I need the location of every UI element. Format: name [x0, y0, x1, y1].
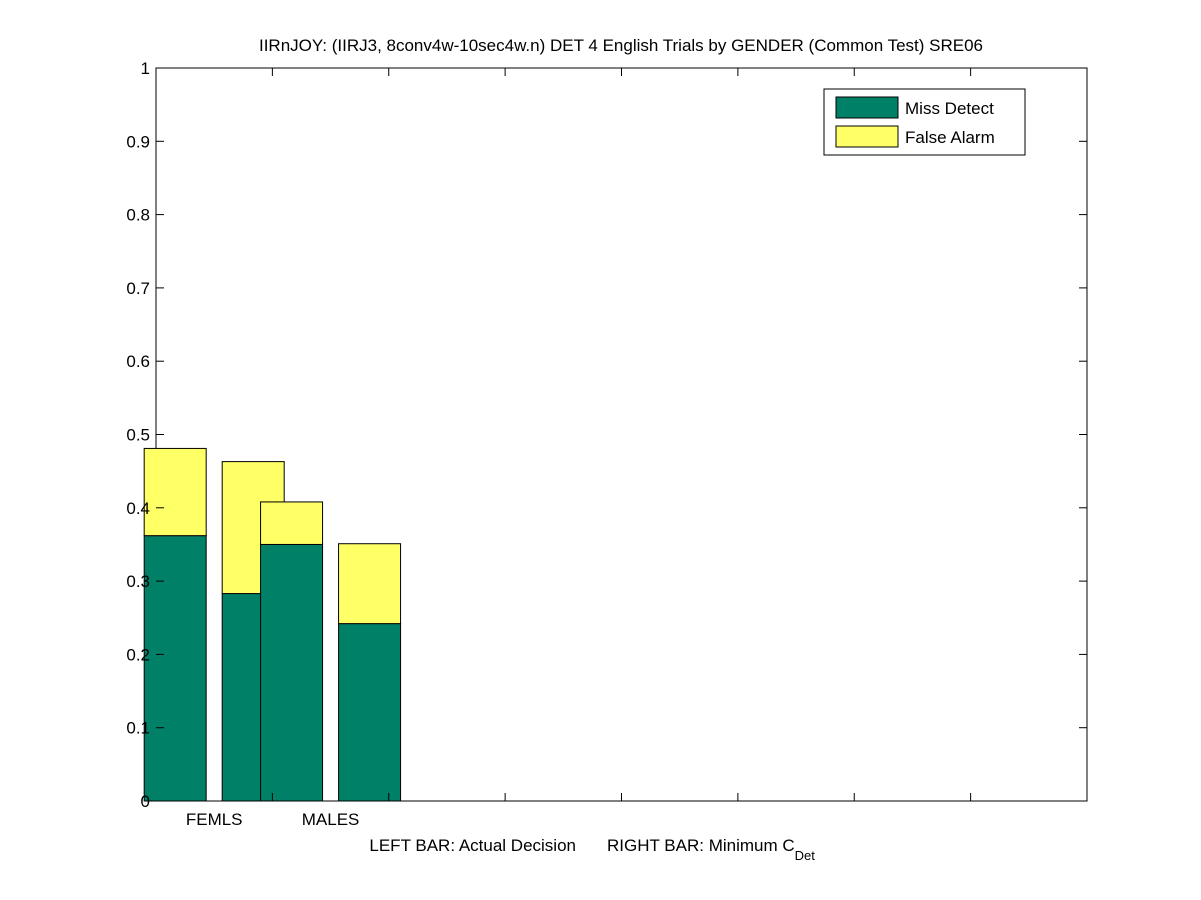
y-tick-label: 0.9	[126, 132, 150, 151]
x-tick-label-femls: FEMLS	[186, 810, 243, 829]
x-axis-label-right-main: RIGHT BAR: Minimum C	[607, 836, 795, 855]
chart-title: IIRnJOY: (IIRJ3, 8conv4w-10sec4w.n) DET …	[259, 36, 983, 55]
legend-label-miss-detect: Miss Detect	[905, 99, 994, 118]
legend-swatch-false-alarm	[835, 125, 899, 148]
y-tick-label: 0.6	[126, 352, 150, 371]
x-axis-label-right-bar: RIGHT BAR: Minimum CDet	[607, 836, 815, 863]
bar-males-minimum-cdet-miss-detect	[338, 623, 402, 802]
bars-layer	[143, 447, 402, 802]
bar-femls-actual-decision-false-alarm	[143, 447, 207, 537]
y-tick-label: 0.7	[126, 279, 150, 298]
x-axis-label-left-bar: LEFT BAR: Actual Decision	[369, 836, 576, 855]
y-tick-label: 0.4	[126, 499, 150, 518]
legend-swatch-miss-detect	[835, 96, 899, 119]
y-tick-label: 1	[141, 59, 150, 78]
bar-femls-actual-decision-miss-detect	[143, 535, 207, 802]
x-axis: FEMLS MALES	[186, 68, 972, 829]
x-axis-label-right-subscript: Det	[795, 848, 816, 863]
bar-males-actual-decision-miss-detect	[260, 543, 324, 802]
bar-males-actual-decision-false-alarm	[260, 501, 324, 545]
x-tick-label-males: MALES	[302, 810, 360, 829]
y-tick-label: 0.3	[126, 572, 150, 591]
y-tick-label: 0	[141, 792, 150, 811]
y-tick-label: 0.8	[126, 206, 150, 225]
legend: Miss Detect False Alarm	[823, 88, 1026, 156]
bar-males-minimum-cdet-false-alarm	[338, 543, 402, 625]
legend-label-false-alarm: False Alarm	[905, 128, 995, 147]
y-tick-label: 0.5	[126, 426, 150, 445]
y-axis: 0 0.1 0.2 0.3 0.4 0.5 0.6 0.7 0.8 0.9 1	[126, 59, 1087, 811]
y-tick-label: 0.1	[126, 719, 150, 738]
y-tick-label: 0.2	[126, 645, 150, 664]
